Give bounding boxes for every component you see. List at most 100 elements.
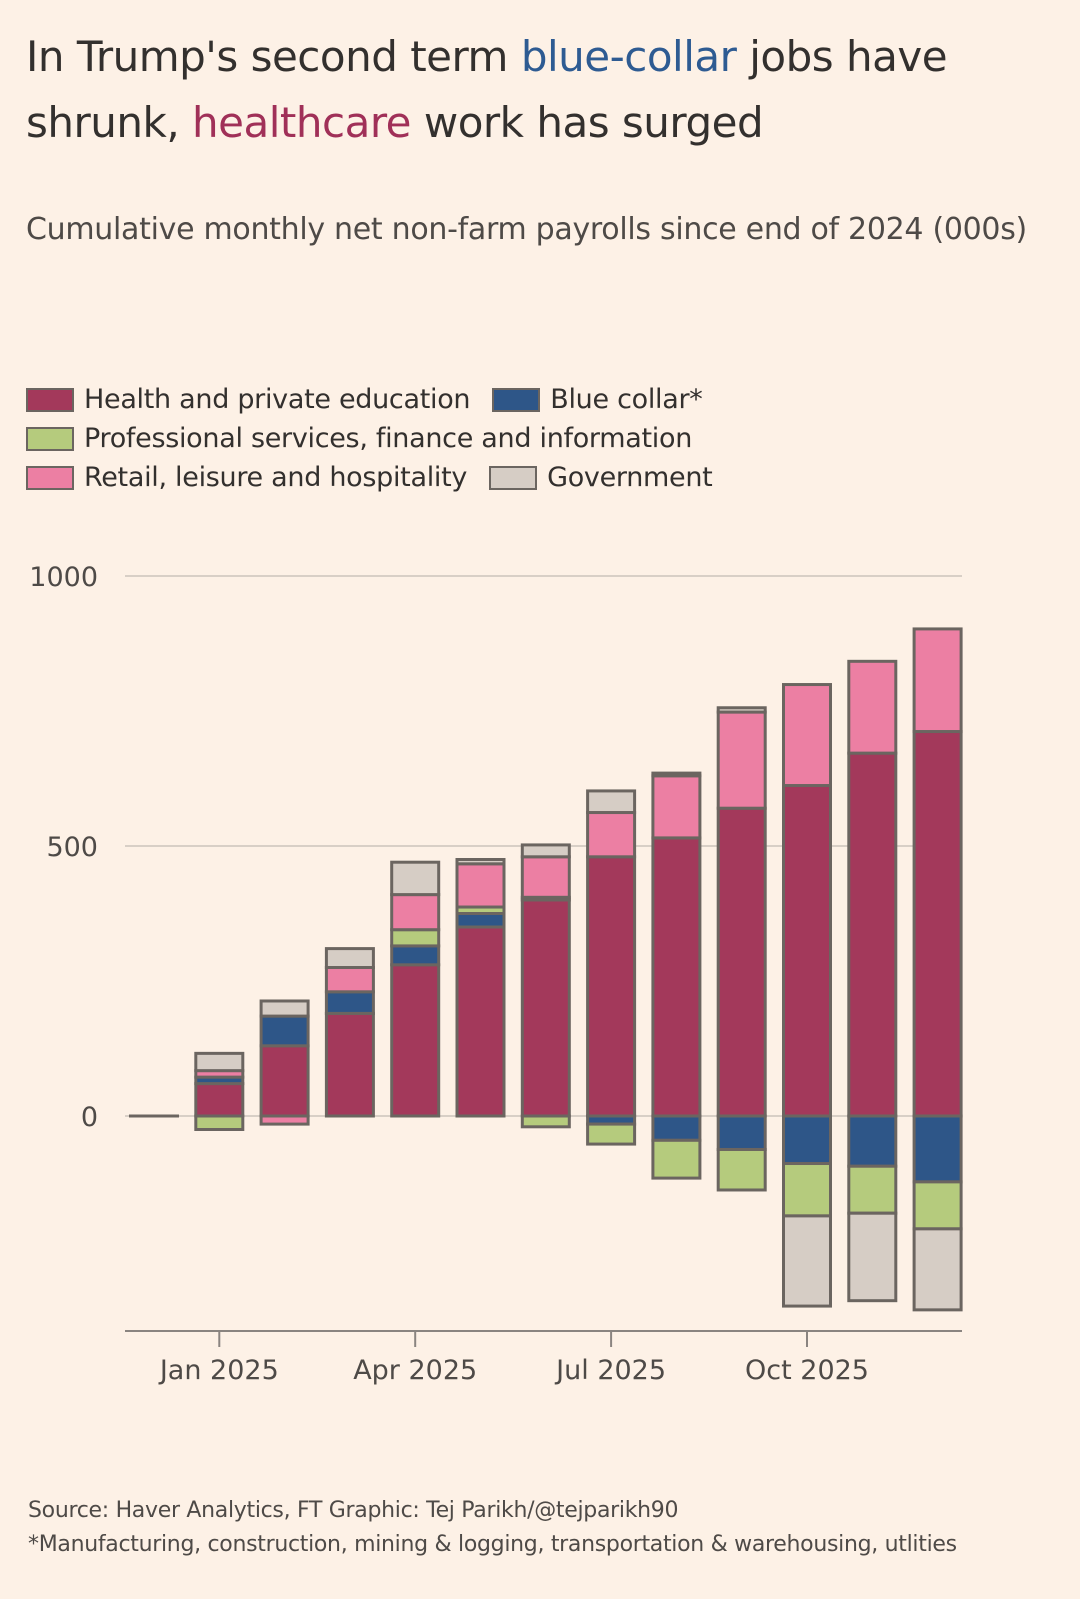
legend-item-retail: Retail, leisure and hospitality <box>26 462 467 493</box>
bar-segment-government <box>586 789 637 815</box>
legend-item-health: Health and private education <box>26 384 471 415</box>
bar-segment-health-and-private-education <box>912 730 963 1118</box>
legend-row: Retail, leisure and hospitality Governme… <box>26 458 1026 497</box>
bar-segment-blue-collar <box>651 1114 702 1142</box>
bar-stack <box>390 860 441 1118</box>
x-axis: Jan 2025 Apr 2025 Jul 2025 Oct 2025 <box>125 1330 962 1386</box>
legend-swatch-blue-collar <box>492 387 541 412</box>
bar-segment-government <box>455 858 506 866</box>
bar-stack <box>455 858 506 1118</box>
bar-stack <box>324 947 375 1118</box>
bar-stack <box>782 683 832 1308</box>
bar-segment-health-and-private-education <box>520 898 571 1118</box>
chart-title: In Trump's second term blue-collar jobs … <box>26 24 1056 156</box>
y-tick-label: 1000 <box>29 562 98 593</box>
bar-segment-health-and-private-education <box>782 784 832 1118</box>
bar-segment-government <box>390 860 441 897</box>
legend-swatch-retail <box>26 465 74 490</box>
bar-segment-government <box>324 947 375 970</box>
bar-segment-government <box>259 999 310 1018</box>
title-highlight-healthcare: healthcare <box>192 98 411 147</box>
footer: Source: Haver Analytics, FT Graphic: Tej… <box>28 1494 957 1562</box>
bar-segment-blue-collar <box>782 1114 832 1166</box>
bar-segment-government <box>912 1227 963 1312</box>
bar-segment-blue-collar <box>324 990 375 1015</box>
stacked-bar-chart: 0 500 1000 Jan 2025 Apr 2025 Jul 2025 Oct 202… <box>29 562 963 1386</box>
y-tick-label: 0 <box>81 1102 98 1133</box>
bar-stack <box>716 706 767 1192</box>
bar-segment-retail-leisure-and-hospitality <box>912 627 963 734</box>
y-axis-labels: 0 500 1000 <box>29 562 98 1133</box>
legend-label-retail: Retail, leisure and hospitality <box>84 462 468 493</box>
bar-segment-retail-leisure-and-hospitality <box>324 966 375 994</box>
bar-segment-government <box>782 1214 832 1308</box>
bar-segment-blue-collar <box>390 944 441 967</box>
y-tick-label: 500 <box>46 832 98 863</box>
bar-stack <box>651 771 702 1180</box>
title-highlight-blue-collar: blue-collar <box>520 32 737 81</box>
bar-segment-government <box>194 1051 245 1073</box>
x-tick-label: Jul 2025 <box>554 1355 666 1386</box>
bars <box>129 627 963 1312</box>
bar-segment-blue-collar <box>847 1114 898 1168</box>
bar-segment-professional-services-finance-and-information <box>651 1138 702 1180</box>
bar-segment-retail-leisure-and-hospitality <box>716 710 767 810</box>
legend-item-government: Government <box>489 462 713 493</box>
bar-segment-retail-leisure-and-hospitality <box>586 811 637 859</box>
bar-stack <box>586 789 637 1146</box>
bar-stack <box>194 1051 245 1131</box>
bar-stack <box>912 627 963 1312</box>
bar-stack <box>259 999 310 1126</box>
legend-row: Health and private education Blue collar… <box>26 380 1026 419</box>
bar-segment-professional-services-finance-and-information <box>194 1114 245 1131</box>
bar-segment-government <box>651 771 702 778</box>
chart-subtitle: Cumulative monthly net non-farm payrolls… <box>26 212 1027 247</box>
title-part-1: In Trump's second term <box>26 32 521 81</box>
legend-label-health: Health and private education <box>84 384 471 415</box>
bar-segment-health-and-private-education <box>586 855 637 1118</box>
bar-segment-blue-collar <box>716 1114 767 1151</box>
x-tick-label: Jan 2025 <box>158 1355 279 1386</box>
bar-segment-retail-leisure-and-hospitality <box>782 683 832 788</box>
title-part-3: work has surged <box>411 98 764 147</box>
bar-segment-professional-services-finance-and-information <box>586 1122 637 1146</box>
legend-row: Professional services, finance and infor… <box>26 419 1026 458</box>
bar-segment-retail-leisure-and-hospitality <box>390 893 441 932</box>
legend-swatch-health <box>26 387 74 412</box>
bar-segment-government <box>716 706 767 714</box>
legend-item-blue-collar: Blue collar* <box>492 384 703 415</box>
legend-label-government: Government <box>547 462 713 493</box>
bar-segment-health-and-private-education <box>847 751 898 1118</box>
bar-segment-health-and-private-education <box>716 806 767 1118</box>
title-part-2: jobs have shrunk, <box>26 32 948 147</box>
footnote: *Manufacturing, construction, mining & l… <box>28 1532 957 1557</box>
bar-segment-professional-services-finance-and-information <box>912 1180 963 1231</box>
legend-label-blue-collar: Blue collar* <box>550 384 703 415</box>
bar-segment-health-and-private-education <box>455 925 506 1118</box>
source-note: Source: Haver Analytics, FT Graphic: Tej… <box>28 1498 679 1523</box>
legend-item-professional: Professional services, finance and infor… <box>26 423 692 454</box>
bar-segment-retail-leisure-and-hospitality <box>847 659 898 755</box>
bar-segment-health-and-private-education <box>194 1082 245 1118</box>
bar-segment-health-and-private-education <box>390 963 441 1118</box>
bar-segment-retail-leisure-and-hospitality <box>651 774 702 840</box>
bar-segment-professional-services-finance-and-information <box>390 928 441 948</box>
bar-stack <box>520 843 571 1129</box>
bar-segment-retail-leisure-and-hospitality <box>259 1114 310 1126</box>
bar-segment-health-and-private-education <box>324 1011 375 1118</box>
bar-segment-government <box>847 1211 898 1303</box>
legend-label-professional: Professional services, finance and infor… <box>84 423 693 454</box>
bar-segment-professional-services-finance-and-information <box>716 1147 767 1192</box>
bar-segment-government <box>520 843 571 859</box>
x-tick-label: Apr 2025 <box>353 1355 477 1386</box>
bar-segment-professional-services-finance-and-information <box>782 1162 832 1218</box>
bar-stack <box>847 659 898 1303</box>
legend-swatch-government <box>489 465 538 490</box>
legend-swatch-professional <box>26 426 74 451</box>
bar-segment-retail-leisure-and-hospitality <box>520 855 571 899</box>
bar-segment-professional-services-finance-and-information <box>847 1164 898 1215</box>
bar-segment-blue-collar <box>259 1014 310 1048</box>
x-tick-label: Oct 2025 <box>745 1355 869 1386</box>
bar-segment-health-and-private-education <box>259 1044 310 1118</box>
bar-segment-blue-collar <box>455 912 506 929</box>
